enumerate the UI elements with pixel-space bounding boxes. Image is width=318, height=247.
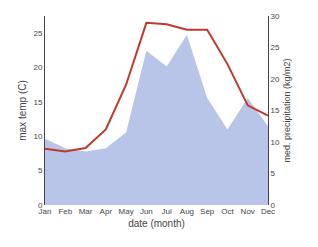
svg-text:0: 0 — [271, 201, 276, 210]
svg-text:Jul: Jul — [162, 207, 172, 216]
svg-text:5: 5 — [38, 166, 43, 175]
svg-text:Mar: Mar — [79, 207, 93, 216]
svg-text:Jun: Jun — [140, 207, 153, 216]
svg-text:date (month): date (month) — [128, 218, 185, 229]
svg-text:15: 15 — [271, 106, 280, 115]
svg-text:Feb: Feb — [58, 207, 72, 216]
svg-text:Dec: Dec — [261, 207, 275, 216]
svg-text:0: 0 — [38, 201, 43, 210]
svg-text:5: 5 — [271, 169, 276, 178]
svg-text:30: 30 — [271, 12, 280, 21]
svg-text:Apr: Apr — [100, 207, 113, 216]
svg-text:10: 10 — [33, 132, 42, 141]
svg-text:25: 25 — [271, 43, 280, 52]
svg-text:Sep: Sep — [200, 207, 215, 216]
svg-text:Nov: Nov — [241, 207, 255, 216]
svg-text:20: 20 — [33, 63, 42, 72]
svg-text:max temp (C): max temp (C) — [17, 80, 28, 141]
svg-text:Aug: Aug — [180, 207, 194, 216]
svg-text:25: 25 — [33, 29, 42, 38]
svg-text:10: 10 — [271, 138, 280, 147]
svg-text:May: May — [119, 207, 134, 216]
svg-text:15: 15 — [33, 98, 42, 107]
svg-text:Jan: Jan — [39, 207, 52, 216]
svg-text:med. precipitation (kg/m2): med. precipitation (kg/m2) — [282, 58, 292, 162]
svg-text:Oct: Oct — [221, 207, 234, 216]
svg-text:20: 20 — [271, 75, 280, 84]
